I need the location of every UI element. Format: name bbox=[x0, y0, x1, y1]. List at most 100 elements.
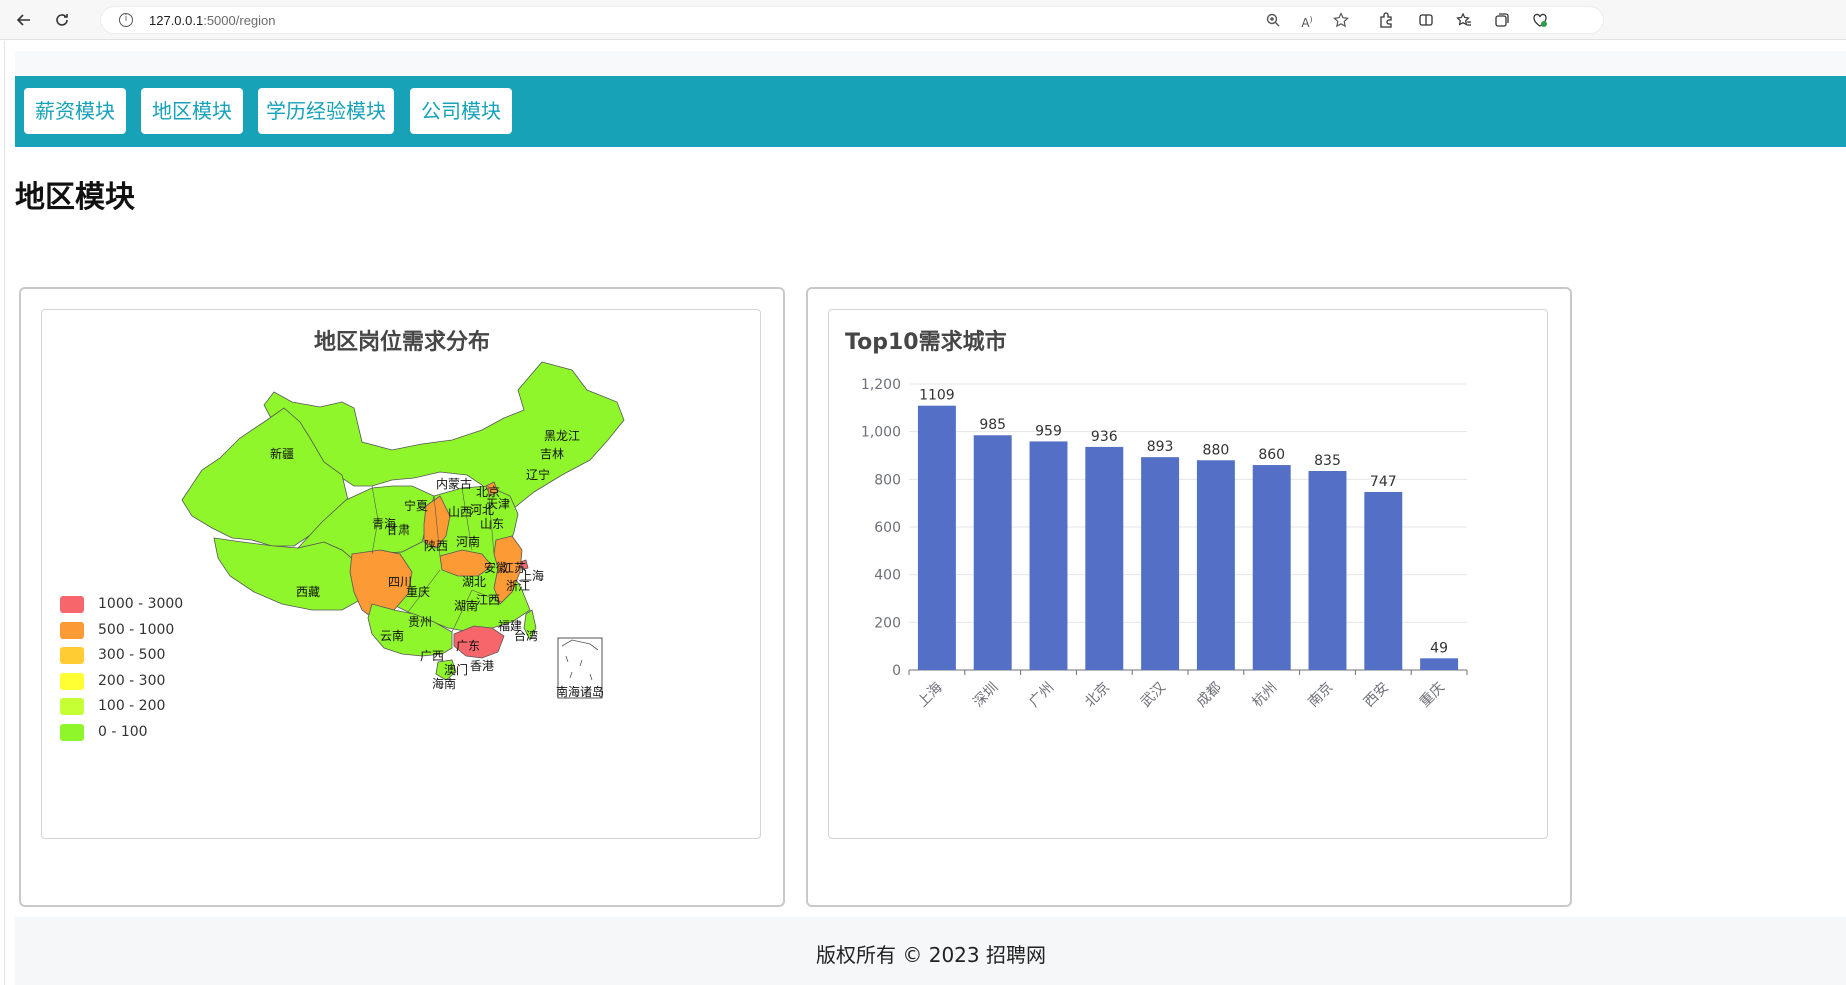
bar bbox=[973, 435, 1012, 670]
favorite-star-icon[interactable] bbox=[1333, 12, 1349, 28]
map-label-ningxia: 宁夏 bbox=[404, 498, 428, 513]
map-label-chongqing: 重庆 bbox=[406, 585, 430, 599]
read-aloud-icon[interactable]: A) bbox=[1301, 15, 1313, 30]
module-navbar: 薪资模块 地区模块 学历经验模块 公司模块 bbox=[15, 76, 1846, 147]
map-label-sichuan: 四川 bbox=[388, 575, 412, 589]
bar bbox=[1308, 470, 1347, 670]
map-label-henan: 河南 bbox=[456, 534, 480, 549]
bar-value-label: 49 bbox=[1430, 640, 1448, 656]
legend-swatch bbox=[60, 724, 84, 741]
page-title: 地区模块 bbox=[15, 180, 135, 215]
y-tick-label: 400 bbox=[874, 568, 901, 584]
zoom-icon[interactable] bbox=[1265, 12, 1281, 28]
bar bbox=[1252, 465, 1291, 670]
map-region-guangdong bbox=[453, 625, 505, 659]
map-label-fujian: 福建 bbox=[498, 618, 522, 633]
bar bbox=[1085, 446, 1124, 670]
map-region-taiwan bbox=[523, 609, 537, 641]
bar-value-label: 880 bbox=[1203, 442, 1230, 458]
bar bbox=[1029, 441, 1068, 670]
x-tick-label: 西安 bbox=[1361, 680, 1392, 711]
footer: 版权所有 © 2023 招聘网 bbox=[15, 917, 1846, 985]
bar-chart-title: Top10需求城市 bbox=[845, 330, 1007, 355]
map-label-zhejiang: 浙江 bbox=[506, 579, 530, 593]
bar-value-label: 860 bbox=[1258, 447, 1285, 463]
map-label-shanghai: 上海 bbox=[520, 568, 544, 583]
x-tick-label: 武汉 bbox=[1138, 680, 1169, 711]
legend-swatch bbox=[60, 698, 84, 715]
x-tick-label: 南京 bbox=[1305, 680, 1336, 711]
map-label-heilongjiang: 黑龙江 bbox=[544, 429, 580, 443]
collections-icon[interactable] bbox=[1494, 12, 1510, 28]
y-tick-label: 1,000 bbox=[861, 425, 901, 441]
map-region-shanghai bbox=[519, 559, 529, 571]
nav-button-education-experience[interactable]: 学历经验模块 bbox=[258, 88, 394, 134]
map-label-qinghai: 青海 bbox=[372, 516, 396, 531]
bar-value-label: 985 bbox=[979, 417, 1006, 433]
map-label-guizhou: 贵州 bbox=[408, 615, 432, 629]
bar-value-label: 959 bbox=[1035, 423, 1062, 439]
bar-chart-box: Top10需求城市 0 200 400 600 800 1,000 1,200 1109 上海 9… bbox=[828, 309, 1548, 839]
footer-copyright: 版权所有 © 2023 招聘网 bbox=[816, 943, 1046, 967]
x-tick-label: 广州 bbox=[1026, 680, 1057, 711]
bar bbox=[1364, 491, 1403, 670]
bar bbox=[1141, 457, 1180, 670]
site-info-icon[interactable]: i bbox=[119, 13, 133, 27]
browser-essentials-icon[interactable] bbox=[1532, 12, 1548, 28]
nav-button-company[interactable]: 公司模块 bbox=[410, 88, 512, 134]
legend-swatch bbox=[60, 673, 84, 690]
map-label-jiangsu: 江苏 bbox=[502, 561, 526, 575]
map-label-xizang: 西藏 bbox=[296, 585, 320, 599]
map-label-beijing: 北京 bbox=[476, 485, 500, 499]
legend-swatch bbox=[60, 647, 84, 664]
map-label-shanxi: 山西 bbox=[448, 505, 472, 519]
map-label-xinjiang: 新疆 bbox=[270, 446, 294, 461]
top-strip bbox=[15, 51, 1846, 76]
map-region-xinjiang bbox=[181, 407, 349, 547]
nav-button-salary[interactable]: 薪资模块 bbox=[24, 88, 126, 134]
favorites-icon[interactable] bbox=[1456, 12, 1472, 28]
map-chart-title: 地区岗位需求分布 bbox=[313, 330, 490, 355]
address-bar[interactable]: i 127.0.0.1:5000/region A) bbox=[100, 6, 1604, 34]
map-region-shaanxi bbox=[423, 495, 451, 549]
china-map: 黑龙江 吉林 辽宁 内蒙古 北京 天津 河北 山西 山东 宁夏 青海 甘肃 陕西… bbox=[181, 361, 625, 699]
bar bbox=[1196, 460, 1235, 670]
map-label-macau: 澳门 bbox=[444, 662, 468, 677]
y-tick-label: 1,200 bbox=[861, 377, 901, 393]
legend-swatch bbox=[60, 622, 84, 639]
legend-swatch bbox=[60, 596, 84, 613]
refresh-icon[interactable] bbox=[54, 12, 70, 28]
x-tick-label: 杭州 bbox=[1249, 680, 1280, 711]
bar bbox=[1420, 658, 1459, 670]
map-label-yunnan: 云南 bbox=[380, 628, 404, 643]
x-tick-label: 北京 bbox=[1082, 680, 1113, 711]
map-label-hongkong: 香港 bbox=[470, 659, 494, 673]
map-region-south bbox=[367, 603, 453, 657]
y-tick-label: 800 bbox=[874, 472, 901, 488]
map-label-hubei: 湖北 bbox=[462, 574, 486, 589]
map-label-jiangxi: 江西 bbox=[476, 593, 500, 607]
y-tick-label: 0 bbox=[892, 663, 901, 679]
map-label-neimenggu: 内蒙古 bbox=[436, 476, 472, 491]
map-label-hunan: 湖南 bbox=[454, 598, 478, 613]
nav-button-region[interactable]: 地区模块 bbox=[141, 88, 243, 134]
map-label-tianjin: 天津 bbox=[486, 497, 510, 511]
map-chart-box: 地区岗位需求分布 bbox=[41, 309, 761, 839]
map-region-hubei bbox=[439, 549, 493, 577]
extensions-icon[interactable] bbox=[1378, 12, 1394, 28]
map-region-jiangsu-zhejiang bbox=[493, 535, 523, 605]
x-tick-label: 成都 bbox=[1194, 680, 1225, 711]
bar-chart: 0 200 400 600 800 1,000 1,200 1109 上海 985 深圳 959 广州 9… bbox=[861, 377, 1468, 711]
y-tick-label: 600 bbox=[874, 520, 901, 536]
bar-value-label: 1109 bbox=[919, 388, 955, 404]
map-label-guangdong: 广东 bbox=[456, 639, 480, 653]
map-label-south-china-sea: 南海诸岛 bbox=[556, 684, 604, 699]
map-label-taiwan: 台湾 bbox=[514, 628, 538, 643]
bar-panel: Top10需求城市 0 200 400 600 800 1,000 1,200 1109 上海 9… bbox=[806, 287, 1572, 907]
back-icon[interactable] bbox=[16, 12, 32, 28]
x-tick-label: 重庆 bbox=[1417, 680, 1448, 711]
bar-value-label: 747 bbox=[1370, 474, 1397, 490]
x-tick-label: 上海 bbox=[915, 680, 946, 711]
map-label-anhui: 安徽 bbox=[484, 560, 508, 575]
split-screen-icon[interactable] bbox=[1418, 12, 1434, 28]
